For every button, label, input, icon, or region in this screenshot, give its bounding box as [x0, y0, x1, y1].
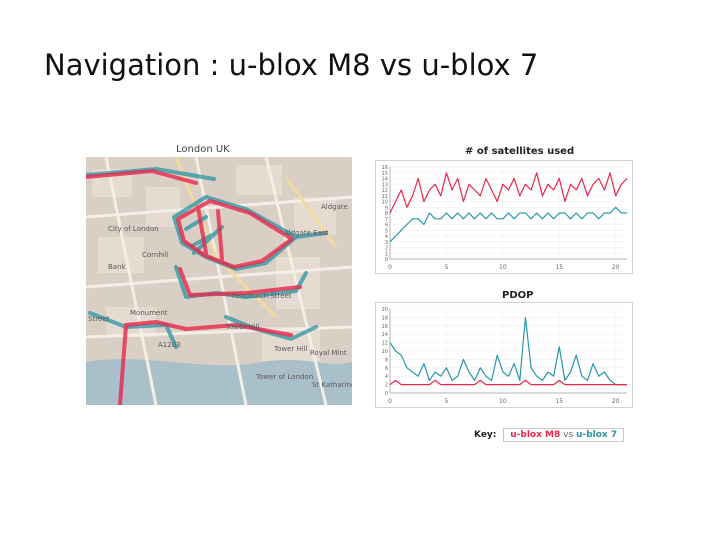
x-tick-label: 20	[612, 398, 620, 405]
series-line-1	[389, 379, 627, 386]
map-label: Cornhill	[142, 251, 169, 259]
map-label: Monument	[130, 309, 168, 317]
y-tick-label: 6	[385, 223, 388, 229]
x-tick-label: 5	[445, 264, 449, 271]
y-tick-label: 6	[385, 366, 388, 372]
y-tick-label: 16	[382, 165, 388, 171]
y-tick-label: 4	[385, 234, 388, 240]
map-label: Street	[88, 315, 110, 323]
chart-pdop: 0 2 4 6 8 10 12 14 16 18 20 0 5 10 15 20	[375, 302, 633, 408]
y-tick-label: 20	[382, 307, 388, 313]
series-line-0	[389, 316, 627, 386]
map-canvas: City of London Bank Cornhill Aldgate Ald…	[86, 157, 352, 405]
key-box: u-blox M8 vs u-blox 7	[503, 428, 625, 442]
y-tick-label: 10	[382, 349, 388, 355]
y-tick-label: 11	[382, 194, 388, 200]
map-label: Bank	[108, 263, 127, 271]
y-tick-label: 12	[382, 188, 388, 194]
y-tick-label: 2	[385, 246, 388, 252]
map-label: City of London	[108, 225, 159, 233]
y-tick-label: 7	[385, 217, 388, 223]
y-tick-label: 8	[385, 211, 388, 217]
key-m8: u-blox M8	[510, 430, 561, 440]
x-tick-label: 0	[388, 398, 392, 405]
y-tick-label: 16	[382, 324, 388, 330]
x-tick-label: 0	[388, 264, 392, 271]
series-line-0	[389, 172, 628, 214]
y-tick-label: 9	[385, 205, 388, 211]
map-label: Fenchurch Street	[232, 292, 292, 300]
chart-title-satellites: # of satellites used	[465, 146, 575, 157]
map-label: Tower of London	[255, 373, 313, 381]
y-tick-label: 14	[382, 177, 388, 183]
map-label: Tower Hill	[273, 345, 308, 353]
y-tick-label: 10	[382, 200, 388, 206]
map-label: A1203	[158, 341, 181, 349]
y-tick-label: 2	[385, 383, 388, 389]
chart-pdop-svg: 0 2 4 6 8 10 12 14 16 18 20 0 5 10 15 20	[382, 307, 627, 405]
route-map[interactable]: City of London Bank Cornhill Aldgate Ald…	[86, 157, 352, 405]
y-tick-label: 18	[382, 315, 388, 321]
map-label: Royal Mint	[310, 349, 347, 357]
legend-key: Key: u-blox M8 vs u-blox 7	[474, 428, 625, 442]
y-tick-label: 3	[385, 240, 388, 246]
y-tick-label: 13	[382, 182, 388, 188]
y-tick-label: 12	[382, 341, 388, 347]
x-tick-label: 5	[445, 398, 449, 405]
y-tick-label: 14	[382, 332, 388, 338]
y-tick-label: 0	[385, 391, 388, 397]
x-tick-label: 15	[555, 398, 563, 405]
map-label: Tower Hill	[225, 323, 260, 331]
x-tick-label: 10	[499, 264, 507, 271]
x-tick-label: 20	[612, 264, 620, 271]
series-line-1	[389, 206, 627, 243]
y-tick-label: 1	[385, 251, 388, 257]
chart-satellites: 0 1 2 3 4 5 6 7 8 9 10 11 12 13 14 15 16 0 5 10 15 20	[375, 160, 633, 274]
key-label: Key:	[474, 430, 497, 440]
key-vs: vs	[563, 430, 574, 440]
slide-title: Navigation : u-blox M8 vs u-blox 7	[44, 48, 539, 82]
map-caption: London UK	[176, 144, 230, 155]
y-tick-label: 15	[382, 171, 388, 177]
y-tick-label: 5	[385, 228, 388, 234]
map-label: St Katharine's Dock	[312, 381, 352, 389]
chart-title-pdop: PDOP	[502, 290, 534, 301]
y-tick-label: 4	[385, 374, 388, 380]
key-u7: u-blox 7	[576, 430, 618, 440]
map-label: Aldgate	[321, 203, 348, 211]
x-tick-label: 10	[499, 398, 507, 405]
y-tick-label: 0	[385, 257, 388, 263]
y-tick-label: 8	[385, 357, 388, 363]
map-label: Aldgate East	[284, 229, 329, 237]
x-tick-label: 15	[555, 264, 563, 271]
